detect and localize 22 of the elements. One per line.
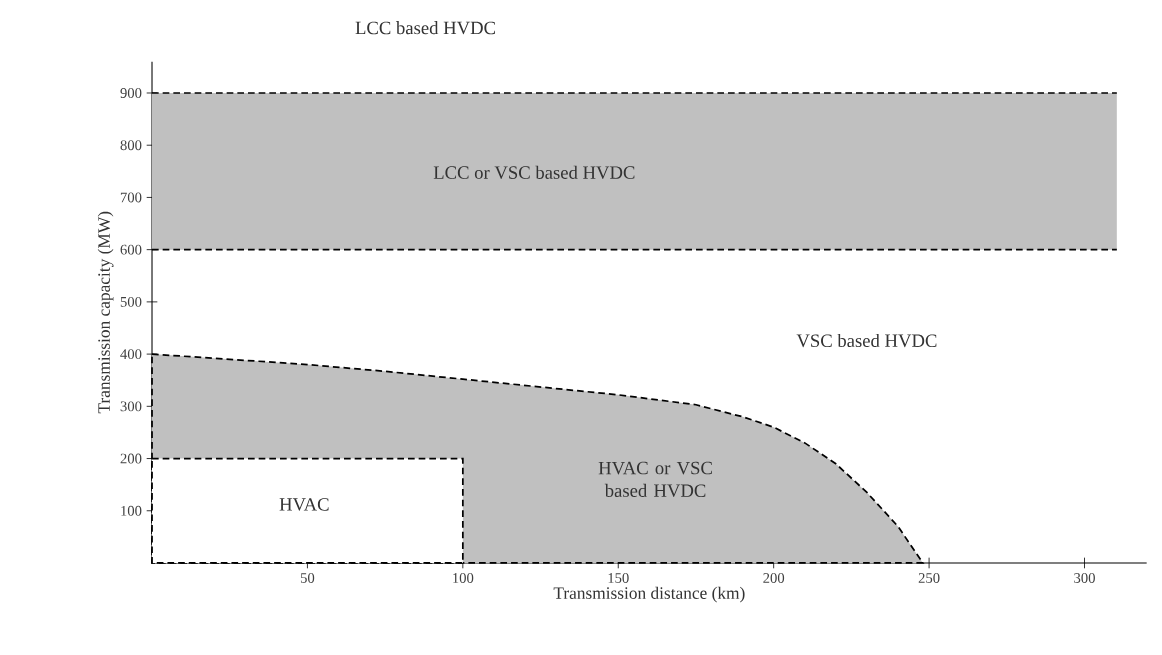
x-tick-label: 100: [453, 573, 474, 583]
x-tick-label: 150: [608, 573, 629, 583]
x-axis-title: Transmission distance (km): [553, 586, 745, 603]
y-tick-label: 100: [121, 505, 142, 516]
y-tick-label: 800: [120, 140, 142, 151]
annotation: VSC based HVDC: [796, 333, 937, 348]
x-tick-label: 300: [1074, 573, 1095, 583]
annotation: HVAC: [279, 498, 329, 511]
x-tick-label: 250: [918, 573, 940, 583]
annotation: HVAC or VSC based HVDC: [598, 461, 712, 498]
y-tick-label: 500: [120, 296, 142, 307]
y-tick-label: 200: [120, 453, 142, 464]
x-tick-label: 200: [763, 573, 785, 583]
y-tick-label: 300: [120, 401, 142, 412]
y-tick-label: 700: [120, 192, 142, 203]
text: LCC based HVDC: [355, 21, 495, 35]
x-tick-label: 50: [300, 573, 315, 583]
y-tick-label: 600: [120, 244, 142, 255]
y-axis-title: Transmission capacity (MW): [97, 211, 114, 414]
y-tick-label: 900: [120, 88, 142, 98]
annotation: LCC or VSC based HVDC: [433, 165, 635, 179]
y-tick-label: 400: [120, 349, 142, 360]
